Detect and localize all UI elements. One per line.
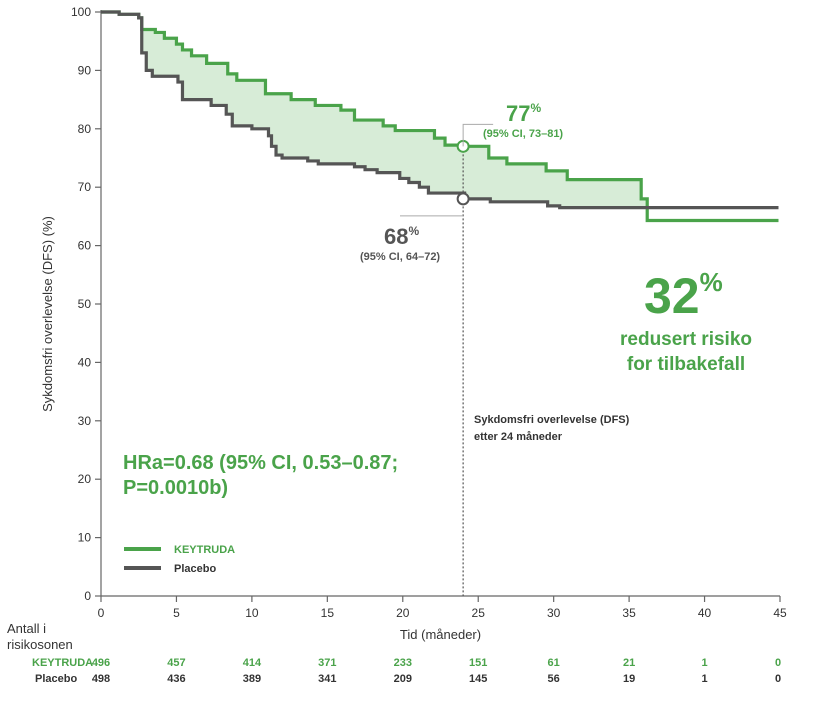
risk-value-keytruda: 496: [92, 657, 110, 669]
x-tick-label: 35: [622, 606, 636, 620]
chart-annotations: 77% (95% CI, 73–81) 68% (95% CI, 64–72) …: [123, 101, 752, 575]
risk-value-placebo: 341: [318, 673, 336, 685]
y-tick-label: 70: [78, 180, 92, 194]
risk-value-keytruda: 21: [623, 657, 635, 669]
y-axis-title: Sykdomsfri overlevelse (DFS) (%): [40, 216, 55, 412]
x-axis-title: Tid (måneder): [400, 627, 481, 642]
y-tick-label: 100: [71, 5, 91, 19]
risk-reduction-pct: 32%: [644, 267, 723, 324]
risk-row-label-placebo: Placebo: [35, 673, 77, 685]
difference-shaded-area: [101, 12, 648, 208]
survival-curves: [101, 10, 779, 223]
risk-value-keytruda: 414: [243, 657, 262, 669]
y-tick-label: 20: [78, 472, 92, 486]
x-tick-label: 15: [321, 606, 335, 620]
hazard-ratio-line2: P=0.0010b): [123, 477, 228, 499]
risk-table: Antall i risikosonen KEYTRUDA Placebo 49…: [7, 621, 781, 685]
keytruda-curve: [101, 10, 779, 223]
keytruda-24m-pct: 77%: [506, 101, 541, 126]
risk-value-keytruda: 61: [548, 657, 560, 669]
risk-value-keytruda: 457: [167, 657, 185, 669]
y-tick-label: 50: [78, 297, 92, 311]
y-tick-label: 10: [78, 531, 92, 545]
risk-row-label-keytruda: KEYTRUDA: [32, 657, 93, 669]
risk-table-title-line1: Antall i: [7, 621, 46, 636]
risk-value-keytruda: 233: [394, 657, 412, 669]
risk-value-placebo: 145: [469, 673, 487, 685]
placebo-24m-marker: [456, 192, 470, 206]
chart-axes: 0 10 20 30 40 50 60 70 80 90 100 0 5 10 15 20 25 30 35 40 45…: [40, 5, 787, 642]
y-tick-label: 90: [78, 63, 92, 77]
y-tick-label: 30: [78, 414, 92, 428]
risk-table-title-line2: risikosonen: [7, 637, 73, 652]
risk-value-keytruda: 371: [318, 657, 336, 669]
legend-placebo-label: Placebo: [174, 563, 216, 575]
risk-value-placebo: 389: [243, 673, 261, 685]
risk-value-keytruda: 0: [775, 657, 781, 669]
x-tick-label: 20: [396, 606, 410, 620]
risk-value-keytruda: 151: [469, 657, 487, 669]
x-tick-label: 0: [98, 606, 105, 620]
y-tick-label: 60: [78, 239, 92, 253]
hazard-ratio-line1: HRa=0.68 (95% CI, 0.53–0.87;: [123, 452, 398, 474]
y-tick-label: 40: [78, 355, 92, 369]
x-tick-label: 5: [173, 606, 180, 620]
risk-value-placebo: 0: [775, 673, 781, 685]
keytruda-24m-ci: (95% CI, 73–81): [483, 128, 563, 140]
risk-value-placebo: 498: [92, 673, 110, 685]
x-tick-label: 25: [472, 606, 486, 620]
risk-reduction-line2: for tilbakefall: [627, 354, 745, 375]
risk-value-placebo: 19: [623, 673, 635, 685]
x-tick-label: 40: [698, 606, 712, 620]
dfs-24m-label-line2: etter 24 måneder: [474, 431, 563, 443]
legend-keytruda-label: KEYTRUDA: [174, 544, 235, 556]
dfs-24m-label-line1: Sykdomsfri overlevelse (DFS): [474, 414, 630, 426]
keytruda-leader-line: [462, 123, 494, 147]
y-tick-label: 80: [78, 122, 92, 136]
shaded-difference-region: [101, 12, 648, 208]
placebo-24m-ci: (95% CI, 64–72): [360, 251, 440, 263]
placebo-curve: [101, 10, 779, 210]
risk-value-placebo: 1: [701, 673, 707, 685]
legend: KEYTRUDA Placebo: [124, 544, 235, 575]
risk-value-keytruda: 1: [701, 657, 707, 669]
y-tick-label: 0: [84, 589, 91, 603]
risk-reduction-line1: redusert risiko: [620, 329, 752, 350]
placebo-24m-pct: 68%: [384, 224, 419, 249]
x-tick-label: 45: [773, 606, 787, 620]
risk-value-placebo: 209: [394, 673, 412, 685]
x-tick-label: 10: [245, 606, 259, 620]
risk-value-placebo: 56: [548, 673, 560, 685]
risk-value-placebo: 436: [167, 673, 185, 685]
x-tick-label: 30: [547, 606, 561, 620]
